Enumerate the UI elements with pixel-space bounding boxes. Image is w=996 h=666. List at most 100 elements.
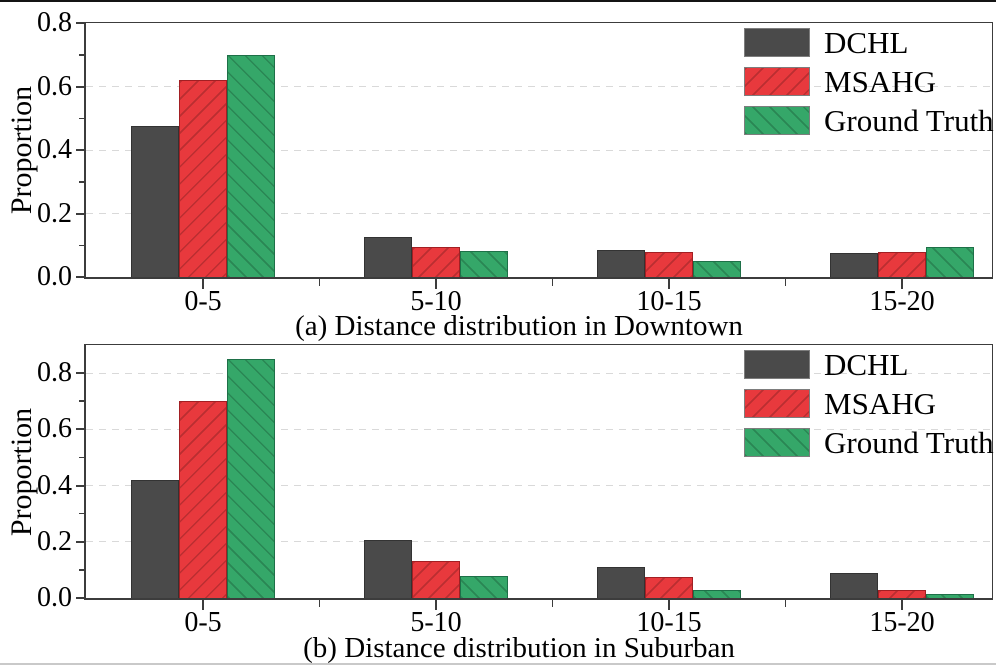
x-tick xyxy=(901,277,903,289)
bar-msahg-15-20 xyxy=(878,252,926,277)
bar-dchl-0-5 xyxy=(131,126,179,277)
bar-ground-truth-0-5 xyxy=(227,359,275,598)
y-minor-tick-0.1 xyxy=(79,569,86,571)
legend-row-ground-truth: Ground Truth xyxy=(744,105,994,136)
y-tick-label: 0.0 xyxy=(37,582,72,613)
caption-downtown: (a) Distance distribution in Downtown xyxy=(295,310,743,342)
legend-label: DCHL xyxy=(824,25,909,60)
y-tick-0.6 xyxy=(76,85,86,88)
y-tick-0.2 xyxy=(76,540,86,543)
x-minor-tick xyxy=(551,598,554,607)
gridline-0.2 xyxy=(86,541,992,543)
x-tick-label: 5-10 xyxy=(410,607,462,638)
x-tick xyxy=(668,277,670,289)
legend-swatch-ground-truth xyxy=(744,106,810,135)
gridline-0.4 xyxy=(86,149,992,151)
y-tick-label: 0.8 xyxy=(37,357,72,389)
x-tick-label: 15-20 xyxy=(869,607,935,638)
legend-row-ground-truth: Ground Truth xyxy=(744,427,994,458)
y-tick-0.4 xyxy=(76,149,86,151)
caption-suburban: (b) Distance distribution in Suburban xyxy=(303,632,735,664)
x-minor-tick xyxy=(318,598,321,607)
plot-area-suburban: Proportion (b) Distance distribution in … xyxy=(5,344,994,664)
x-minor-tick xyxy=(318,277,321,286)
x-tick-label: 5-10 xyxy=(410,286,462,317)
gridline-0.6 xyxy=(86,86,992,87)
legend-label: DCHL xyxy=(824,347,909,382)
legend-row-msahg: MSAHG xyxy=(744,66,994,97)
x-tick xyxy=(202,598,204,610)
bar-ground-truth-15-20 xyxy=(926,246,974,277)
y-tick-label: 0.2 xyxy=(37,525,72,557)
x-tick-label: 15-20 xyxy=(869,286,935,317)
legend-swatch-msahg xyxy=(744,67,810,96)
legend-swatch-dchl xyxy=(744,28,810,57)
bar-dchl-10-15 xyxy=(597,250,645,277)
bar-ground-truth-10-15 xyxy=(693,589,741,598)
legend-label: Ground Truth xyxy=(824,103,994,138)
gridline-0.6 xyxy=(86,428,992,430)
y-minor-tick-0.3 xyxy=(79,181,86,183)
bar-msahg-10-15 xyxy=(645,251,693,277)
y-minor-tick-0.7 xyxy=(79,400,86,402)
plot-area-downtown: Proportion (a) Distance distribution in … xyxy=(5,8,994,343)
x-tick xyxy=(435,598,437,610)
legend-label: MSAHG xyxy=(824,64,936,99)
x-tick-label: 10-15 xyxy=(636,607,702,638)
y-tick-label: 0.6 xyxy=(37,70,72,102)
bar-ground-truth-5-10 xyxy=(460,250,508,277)
bar-dchl-10-15 xyxy=(597,567,645,598)
y-tick-0 xyxy=(76,597,86,599)
bar-ground-truth-5-10 xyxy=(460,575,508,598)
bar-msahg-0-5 xyxy=(179,80,227,277)
y-tick-0.8 xyxy=(76,372,86,375)
bar-msahg-0-5 xyxy=(179,401,227,598)
x-tick-label: 0-5 xyxy=(184,607,222,638)
y-minor-tick-0.5 xyxy=(79,456,86,459)
legend-row-dchl: DCHL xyxy=(744,349,994,380)
x-minor-tick xyxy=(784,598,787,607)
y-minor-tick-0.7 xyxy=(79,54,86,56)
x-tick xyxy=(668,598,670,610)
y-tick-0.2 xyxy=(76,212,86,215)
bottom-rule xyxy=(0,663,996,665)
legend-row-dchl: DCHL xyxy=(744,27,994,58)
x-tick-label: 0-5 xyxy=(184,286,222,317)
y-tick-label: 0.4 xyxy=(37,134,72,165)
top-rule xyxy=(0,0,996,2)
legend: DCHL MSAHG Ground Truth xyxy=(744,349,994,466)
y-minor-tick-0.5 xyxy=(79,117,86,119)
y-tick-label: 0.8 xyxy=(37,7,72,38)
y-tick-label: 0.4 xyxy=(37,469,72,501)
bar-dchl-5-10 xyxy=(364,237,412,277)
bar-dchl-15-20 xyxy=(830,572,878,598)
x-tick xyxy=(435,277,437,289)
x-minor-tick xyxy=(784,277,787,286)
y-tick-label: 0.0 xyxy=(37,261,72,292)
bar-msahg-15-20 xyxy=(878,589,926,598)
bar-msahg-10-15 xyxy=(645,576,693,598)
x-minor-tick xyxy=(551,277,554,286)
bar-dchl-15-20 xyxy=(830,253,878,277)
bar-msahg-5-10 xyxy=(412,561,460,598)
y-minor-tick-0.1 xyxy=(79,244,86,246)
bar-dchl-5-10 xyxy=(364,540,412,598)
legend-swatch-ground-truth xyxy=(744,428,810,457)
legend-swatch-msahg xyxy=(744,389,810,418)
legend-row-msahg: MSAHG xyxy=(744,388,994,419)
y-tick-label: 0.2 xyxy=(37,197,72,229)
y-tick-label: 0.6 xyxy=(37,413,72,445)
bar-ground-truth-15-20 xyxy=(926,594,974,598)
x-tick xyxy=(202,277,204,289)
gridline-0.8 xyxy=(86,372,992,374)
bar-ground-truth-0-5 xyxy=(227,54,275,277)
legend-label: MSAHG xyxy=(824,386,936,421)
y-tick-0.8 xyxy=(76,22,86,24)
x-tick xyxy=(901,598,903,610)
x-tick-label: 10-15 xyxy=(636,286,702,317)
y-minor-tick-0.3 xyxy=(79,512,86,515)
bar-msahg-5-10 xyxy=(412,246,460,277)
legend-label: Ground Truth xyxy=(824,425,994,460)
y-tick-0.4 xyxy=(76,484,86,487)
y-tick-0.6 xyxy=(76,428,86,431)
